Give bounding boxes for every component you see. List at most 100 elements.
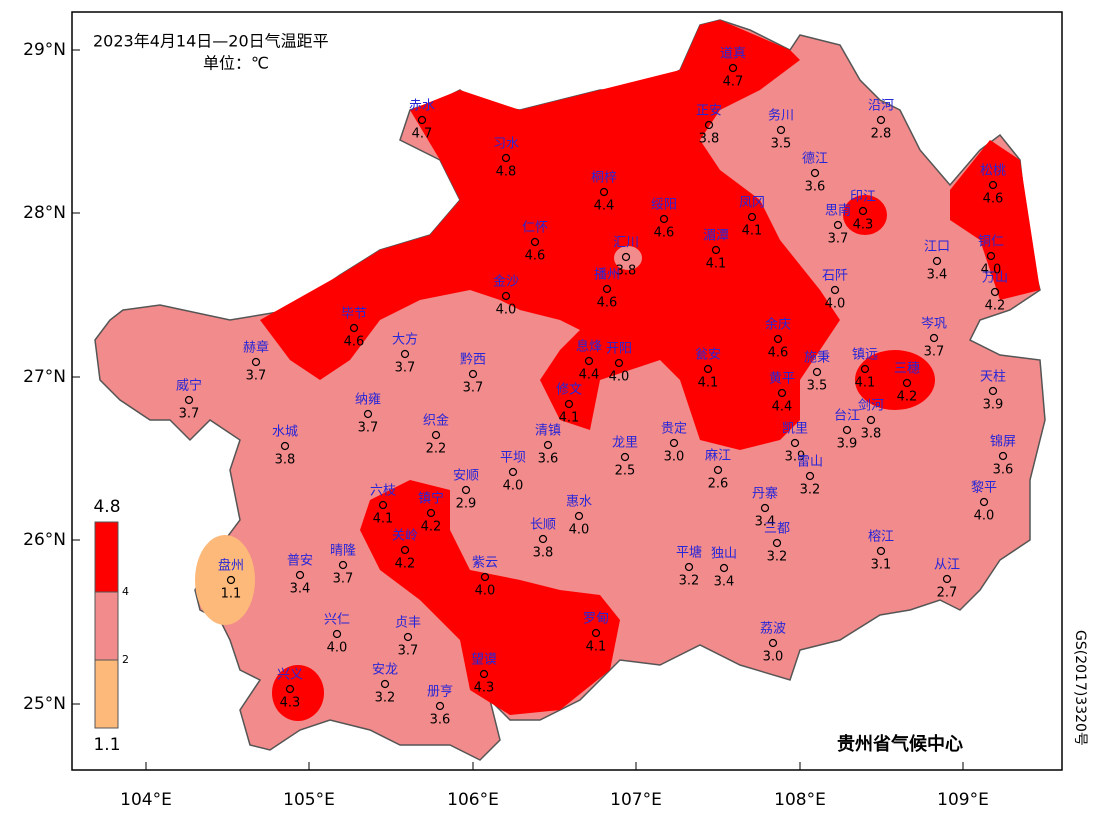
station-marker (363, 409, 373, 419)
station-name: 平坝 (500, 451, 526, 466)
station-name: 黄平 (769, 372, 795, 387)
station-marker (530, 237, 540, 247)
station-value: 3.7 (358, 421, 379, 436)
station-name: 湄潭 (703, 229, 729, 244)
station-value: 3.4 (755, 515, 776, 530)
station-value: 3.0 (763, 650, 784, 665)
station-name: 赤水 (409, 99, 435, 114)
station-marker (833, 220, 843, 230)
station-value: 3.2 (767, 550, 788, 565)
station-name: 印江 (850, 190, 876, 205)
station-marker (932, 256, 942, 266)
station-name: 绥阳 (651, 198, 677, 213)
station-value: 3.7 (179, 407, 200, 422)
station-marker (790, 438, 800, 448)
station-value: 3.5 (771, 137, 792, 152)
station-value: 4.0 (569, 523, 590, 538)
warm-area (360, 480, 620, 715)
station-marker (990, 287, 1000, 297)
station-marker (591, 628, 601, 638)
station-value: 3.8 (533, 546, 554, 561)
station-value: 3.9 (983, 398, 1004, 413)
station-marker (501, 291, 511, 301)
station-value: 3.8 (699, 132, 720, 147)
station-name: 施秉 (804, 350, 830, 366)
station-marker (776, 125, 786, 135)
station-value: 3.6 (805, 180, 826, 195)
station-marker (704, 120, 714, 130)
station-name: 黎平 (971, 481, 997, 496)
station-marker (184, 395, 194, 405)
station-value: 4.2 (985, 299, 1006, 314)
station-name: 桐梓 (591, 171, 617, 186)
station-name: 兴义 (277, 668, 303, 683)
station-marker (942, 574, 952, 584)
station-marker (719, 563, 729, 573)
x-tick-label: 109°E (937, 790, 989, 810)
station-value: 1.1 (221, 587, 242, 602)
station-name: 思南 (825, 203, 851, 219)
station-marker (378, 500, 388, 510)
station-name: 普安 (287, 554, 313, 569)
station-marker (810, 168, 820, 178)
station-value: 4.6 (525, 249, 546, 264)
station-marker (777, 388, 787, 398)
station-value: 3.5 (807, 379, 828, 394)
station-value: 4.0 (981, 263, 1002, 278)
y-tick-label: 27°N (23, 367, 66, 387)
station-name: 丹寨 (752, 486, 778, 502)
station-marker (538, 534, 548, 544)
station-marker (659, 214, 669, 224)
station-name: 望谟 (471, 652, 497, 668)
station-value: 4.2 (897, 390, 918, 405)
station-name: 松桃 (980, 164, 1006, 179)
station-name: 天柱 (980, 370, 1006, 385)
station-value: 4.6 (768, 346, 789, 361)
station-value: 3.6 (430, 713, 451, 728)
station-marker (417, 115, 427, 125)
station-name: 余庆 (765, 317, 791, 333)
station-name: 铜仁 (978, 235, 1004, 250)
station-marker (902, 378, 912, 388)
legend-swatch (94, 521, 119, 593)
station-marker (400, 349, 410, 359)
station-value: 4.4 (579, 368, 600, 383)
cool-area (614, 246, 642, 270)
station-value: 4.0 (503, 479, 524, 494)
station-value: 4.4 (594, 199, 615, 214)
station-name: 瓮安 (695, 348, 721, 363)
station-name: 荔波 (760, 622, 786, 637)
station-marker (713, 465, 723, 475)
station-name: 习水 (493, 137, 519, 152)
station-name: 平塘 (676, 545, 702, 561)
station-marker (403, 632, 413, 642)
station-name: 贵定 (661, 422, 687, 437)
station-marker (728, 63, 738, 73)
station-marker (295, 570, 305, 580)
station-name: 盘州 (218, 558, 244, 574)
station-value: 2.8 (871, 127, 892, 142)
legend-label: 2 (122, 653, 129, 666)
station-marker (858, 206, 868, 216)
station-marker (285, 684, 295, 694)
station-value: 3.7 (395, 361, 416, 376)
station-marker (998, 451, 1008, 461)
unit: 单位：℃ (203, 54, 269, 73)
station-name: 清镇 (535, 424, 561, 439)
station-name: 石阡 (822, 269, 848, 284)
station-value: 3.4 (714, 575, 735, 590)
legend-swatch (94, 591, 119, 661)
station-marker (380, 679, 390, 689)
station-value: 4.0 (496, 303, 517, 318)
station-marker (979, 497, 989, 507)
station-marker (760, 503, 770, 513)
station-marker (461, 485, 471, 495)
station-name: 毕节 (341, 307, 367, 322)
station-value: 3.4 (290, 582, 311, 597)
station-marker (564, 399, 574, 409)
station-marker (773, 334, 783, 344)
station-value: 3.8 (616, 264, 637, 279)
station-name: 水城 (272, 425, 298, 440)
y-tick-label: 25°N (23, 694, 66, 714)
legend-label: 4 (122, 585, 129, 598)
